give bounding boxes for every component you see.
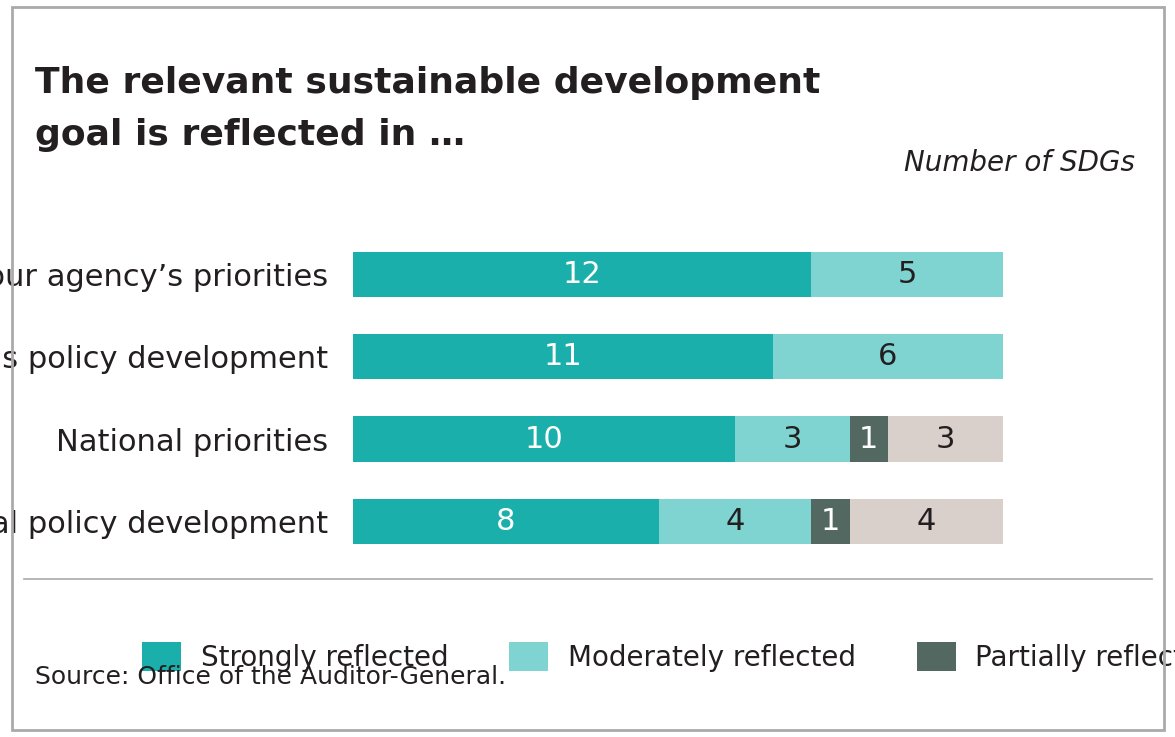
Text: 5: 5 (897, 260, 915, 289)
Text: goal is reflected in …: goal is reflected in … (35, 118, 465, 152)
Bar (848, 499, 1001, 544)
Bar (848, 416, 887, 462)
Bar (658, 499, 811, 544)
Text: Number of SDGs: Number of SDGs (904, 149, 1134, 177)
Text: 8: 8 (496, 507, 515, 536)
Text: 1: 1 (820, 507, 839, 536)
Bar (352, 334, 772, 380)
Text: 3: 3 (781, 425, 801, 453)
Bar (887, 416, 1001, 462)
Bar (811, 499, 848, 544)
Text: 1: 1 (859, 425, 878, 453)
Text: 4: 4 (725, 507, 744, 536)
Text: 3: 3 (934, 425, 954, 453)
Text: 10: 10 (524, 425, 563, 453)
Text: 4: 4 (915, 507, 935, 536)
Bar (352, 499, 658, 544)
Text: 6: 6 (878, 343, 897, 371)
Text: 11: 11 (543, 343, 582, 371)
Bar (352, 416, 734, 462)
Bar (352, 252, 811, 297)
Legend: Strongly reflected, Moderately reflected, Partially reflected, Don’t know: Strongly reflected, Moderately reflected… (132, 631, 1175, 683)
Text: Source: Office of the Auditor-General.: Source: Office of the Auditor-General. (35, 665, 506, 689)
Bar (772, 334, 1001, 380)
Bar (734, 416, 848, 462)
Text: 12: 12 (563, 260, 600, 289)
Bar (811, 252, 1001, 297)
Text: The relevant sustainable development: The relevant sustainable development (35, 66, 820, 100)
